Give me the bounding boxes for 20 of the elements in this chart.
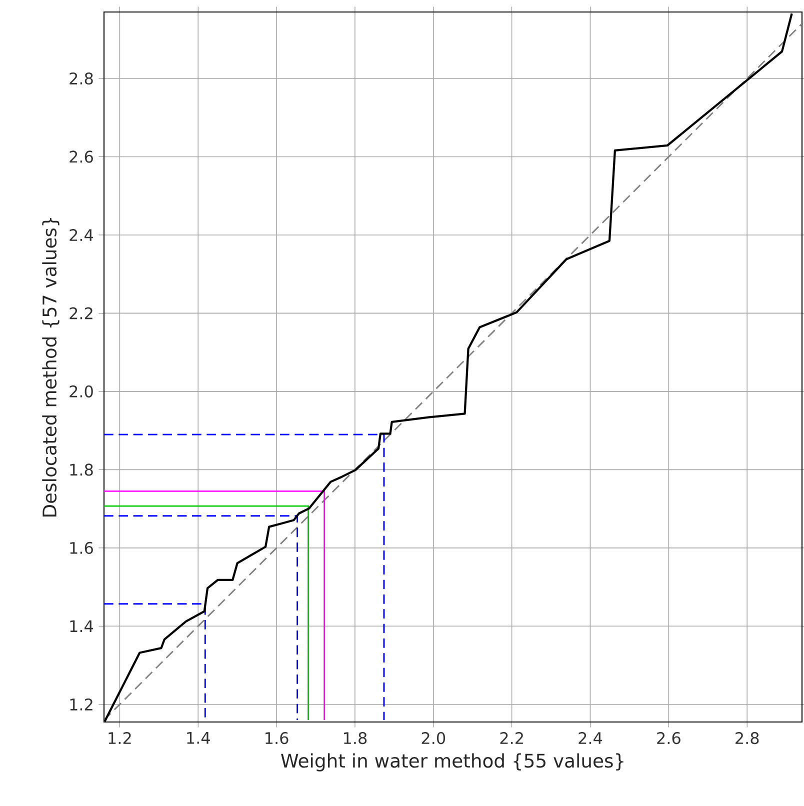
x-tick-label: 1.8: [344, 732, 367, 744]
x-tick-label: 1.4: [187, 732, 210, 744]
x-tick-label: 2.4: [578, 732, 602, 744]
y-tick-label: 2.0: [70, 385, 93, 398]
y-tick-label: 2.8: [70, 72, 93, 85]
y-tick-label: 1.2: [70, 698, 92, 710]
x-tick-label: 2.0: [422, 732, 446, 744]
x-tick-label: 1.2: [108, 732, 131, 744]
y-tick-label: 2.6: [70, 150, 93, 163]
y-tick-label: 1.4: [70, 620, 94, 632]
y-tick-label: 1.8: [70, 464, 93, 476]
x-tick-label: 2.2: [500, 732, 523, 744]
y-tick-label: 2.2: [70, 307, 92, 320]
y-axis-title: Deslocated method {57 values}: [42, 218, 60, 516]
x-tick-label: 2.6: [657, 732, 680, 744]
x-axis-title: Weight in water method {55 values}: [281, 753, 624, 772]
y-tick-label: 2.4: [70, 229, 94, 241]
x-tick-label: 1.6: [266, 732, 288, 744]
x-tick-label: 2.8: [736, 732, 759, 744]
y-tick-label: 1.6: [70, 542, 93, 554]
